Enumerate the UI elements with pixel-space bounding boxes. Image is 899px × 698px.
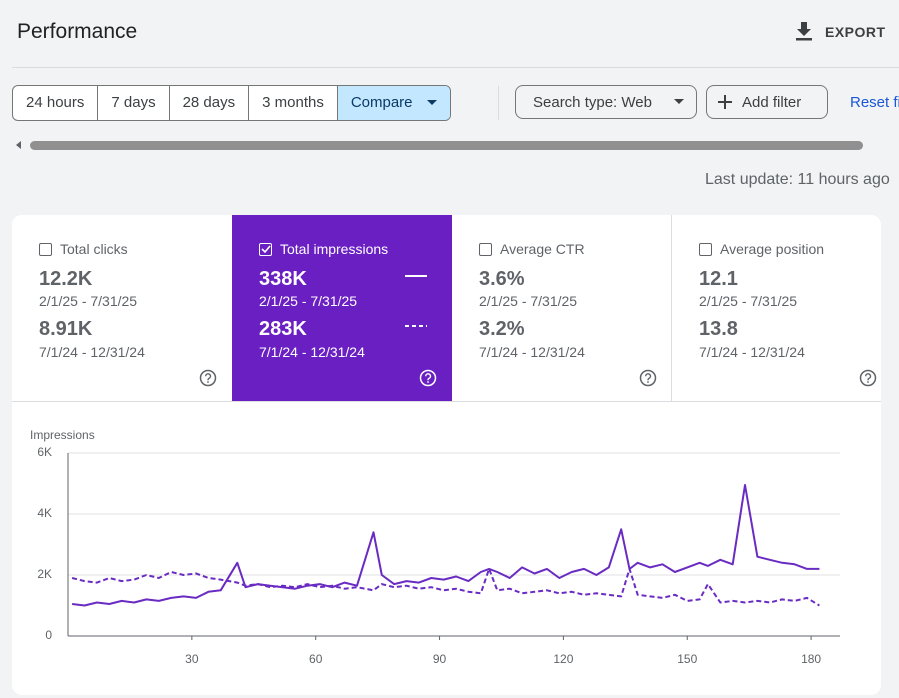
plus-icon	[718, 95, 732, 109]
metric-value: 3.2%	[479, 318, 525, 340]
checkbox	[39, 243, 52, 256]
help-icon[interactable]	[859, 369, 877, 387]
metric-card[interactable]: Average CTR 3.6% 2/1/25 - 7/31/25 3.2% 7/1/2…	[452, 215, 672, 402]
y-tick-label: 0	[45, 628, 52, 642]
add-filter-button[interactable]: Add filter	[706, 85, 828, 119]
date-chip[interactable]: 24 hours	[13, 86, 99, 120]
series-line	[71, 567, 820, 607]
metric-value: 13.8	[699, 318, 738, 340]
metric-label: Average position	[720, 241, 825, 257]
chip-label: 7 days	[111, 94, 156, 111]
help-mark	[424, 373, 432, 381]
metric-range: 2/1/25 - 7/31/25	[699, 293, 798, 309]
checkbox	[259, 243, 272, 256]
metric-range: 7/1/24 - 12/31/24	[39, 344, 145, 360]
checkbox	[479, 243, 492, 256]
checkbox	[699, 243, 712, 256]
x-tick-label: 120	[553, 652, 573, 666]
add-filter-label: Add filter	[742, 93, 802, 111]
chip-label: 3 months	[262, 94, 324, 111]
page-title: Performance	[17, 20, 138, 43]
reset-link[interactable]: Reset filters	[850, 94, 899, 111]
card-icons	[639, 369, 657, 387]
y-tick-label: 6K	[37, 445, 52, 459]
help-mark	[204, 373, 212, 381]
date-chip[interactable]: Compare	[337, 86, 450, 120]
help-circle	[199, 369, 217, 387]
help-dot	[207, 381, 209, 383]
metric-value: 12.2K	[39, 268, 93, 290]
metric-card[interactable]: Average position 12.1 2/1/25 - 7/31/25 13.8…	[672, 215, 881, 402]
chip-label: 24 hours	[26, 94, 85, 111]
metric-card[interactable]: Total clicks 12.2K 2/1/25 - 7/31/25 8.91K 7/…	[12, 215, 232, 402]
help-dot	[647, 381, 649, 383]
date-chip[interactable]: 3 months	[249, 86, 338, 120]
dropdown-arrow	[426, 100, 437, 105]
performance-panel: Total clicks 12.2K 2/1/25 - 7/31/25 8.91K 7/…	[12, 215, 881, 695]
export-button[interactable]: EXPORT	[825, 24, 886, 40]
metric-value: 12.1	[699, 268, 738, 290]
last-update: Last update: 11 hours ago	[705, 171, 890, 188]
export-icon[interactable]	[794, 21, 814, 41]
date-chip[interactable]: 28 days	[170, 86, 250, 120]
metric-range: 2/1/25 - 7/31/25	[259, 293, 358, 309]
help-dot	[867, 381, 869, 383]
help-icon[interactable]	[199, 369, 217, 387]
card-icons	[199, 369, 217, 387]
y-tick-label: 4K	[37, 506, 52, 520]
metric-range: 7/1/24 - 12/31/24	[699, 344, 805, 360]
divider	[12, 67, 899, 68]
help-circle	[859, 369, 877, 387]
search-type-button[interactable]: Search type: Web	[515, 85, 697, 119]
chip-label: Compare	[350, 94, 413, 111]
x-tick-label: 150	[677, 652, 697, 666]
metric-label: Total impressions	[280, 241, 389, 257]
x-tick-label: 90	[433, 652, 447, 666]
help-mark	[864, 373, 872, 381]
y-tick-label: 2K	[37, 567, 52, 581]
dropdown-arrow	[673, 99, 684, 104]
series-line	[71, 484, 820, 607]
card-icons	[261, 245, 437, 387]
metric-value: 3.6%	[479, 268, 525, 290]
x-tick-label: 180	[801, 652, 821, 666]
arrow	[426, 100, 437, 105]
scroll-arrow[interactable]	[15, 141, 23, 150]
metric-value: 283K	[259, 318, 307, 340]
metric-range: 2/1/25 - 7/31/25	[39, 293, 138, 309]
divider	[498, 86, 499, 120]
metric-label: Average CTR	[500, 241, 585, 257]
help-mark	[644, 373, 652, 381]
date-chip[interactable]: 7 days	[98, 86, 170, 120]
search-type-label: Search type: Web	[533, 93, 652, 111]
help-circle	[639, 369, 657, 387]
date-chips: 24 hours 7 days 28 days 3 months Compare	[12, 85, 451, 121]
metric-range: 2/1/25 - 7/31/25	[479, 293, 578, 309]
x-tick-label: 30	[185, 652, 199, 666]
metric-label: Total clicks	[60, 241, 128, 257]
metric-value: 8.91K	[39, 318, 93, 340]
help-dot	[427, 381, 429, 383]
check-mark	[261, 245, 271, 254]
chip-label: 28 days	[182, 94, 236, 111]
metric-value: 338K	[259, 268, 307, 290]
y-axis-title: Impressions	[30, 428, 95, 442]
scrollbar[interactable]	[30, 141, 863, 150]
help-circle	[419, 369, 437, 387]
help-icon[interactable]	[419, 369, 437, 387]
metric-range: 7/1/24 - 12/31/24	[479, 344, 585, 360]
card-icons	[859, 369, 877, 387]
help-icon[interactable]	[639, 369, 657, 387]
metric-range: 7/1/24 - 12/31/24	[259, 344, 365, 360]
metric-card[interactable]: Total impressions 338K 2/1/25 - 7/31/25 283…	[232, 215, 452, 402]
x-tick-label: 60	[309, 652, 323, 666]
